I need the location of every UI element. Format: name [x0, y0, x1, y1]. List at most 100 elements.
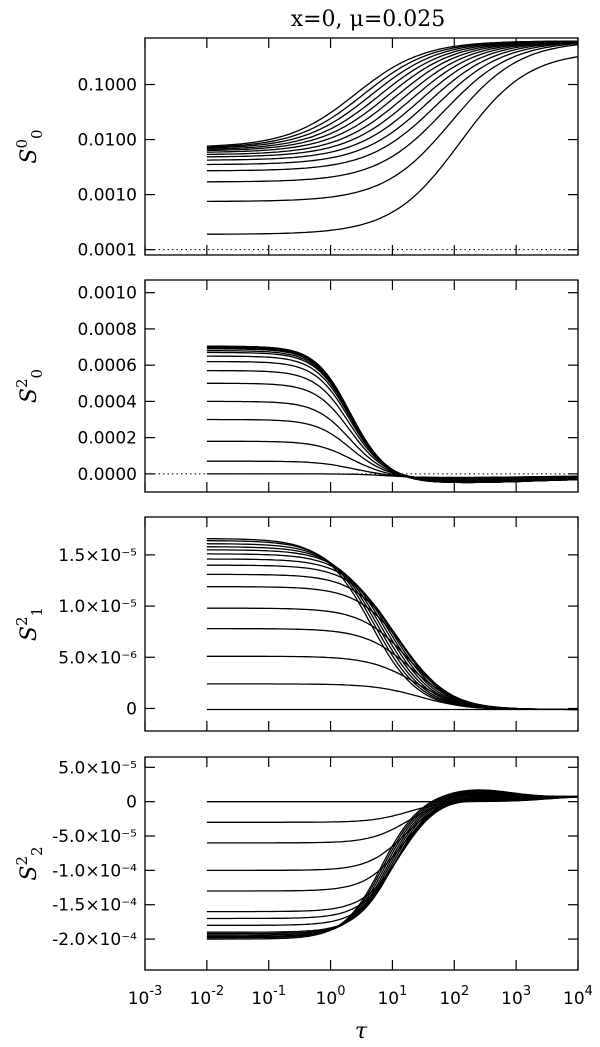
y-axis-label-base: S [17, 149, 42, 164]
series-line [206, 348, 578, 484]
series-line [206, 44, 578, 203]
x-tick-label-base: 10 [377, 989, 399, 1009]
series-line [206, 40, 578, 153]
y-tick-label: 0.0001 [78, 241, 137, 261]
series-line [206, 40, 578, 147]
x-tick-label-exp: 4 [585, 984, 593, 999]
panel-S2_1: 0 5.0×10⁻⁶ 1.0×10⁻⁵ 1.5×10⁻⁵ S21 [13, 516, 579, 732]
series-line [206, 350, 578, 484]
series-line [206, 683, 578, 711]
y-axis-label: S22 [13, 846, 46, 880]
y-axis-label-sub: 2 [28, 846, 46, 856]
series-line [206, 607, 578, 711]
y-axis-label-sup: 2 [13, 378, 31, 388]
panel-S2_2: 5.0×10⁻⁵ 0 -5.0×10⁻⁵ -1.0×10⁻⁴ -1.5×10⁻⁴ -2.0… [13, 756, 579, 971]
y-tick-label: 0.0010 [78, 284, 137, 304]
y-tick-label: 0.0002 [78, 429, 137, 449]
y-axis-label: S20 [13, 369, 46, 403]
series-line [206, 558, 578, 711]
panel-S2_0: 0.0000 0.0002 0.0004 0.0006 0.0008 0.0010 S20 [13, 279, 579, 493]
y-tick-label: -1.5×10⁻⁴ [52, 896, 137, 916]
series-line [206, 41, 578, 158]
series-line [206, 345, 578, 484]
curves [206, 345, 578, 484]
series-line [206, 789, 578, 940]
x-tick-label-base: 10 [439, 989, 461, 1009]
series-line [206, 346, 578, 484]
series-line [206, 543, 578, 711]
y-tick-label: 0.0006 [78, 356, 137, 376]
series-line [206, 796, 578, 844]
x-tick-label-exp: 2 [461, 984, 469, 999]
series-line [206, 400, 578, 481]
series-line [206, 355, 578, 483]
y-tick-label: 0 [126, 699, 137, 719]
x-tick-label-base: 10 [501, 989, 523, 1009]
series-line [206, 382, 578, 481]
plot-frame [144, 37, 579, 256]
series-line [206, 40, 578, 156]
x-tick-label: 104 [563, 984, 593, 1009]
x-tick-label-base: 10 [190, 989, 212, 1009]
x-tick-label-base: 10 [251, 989, 273, 1009]
y-axis-label-base: S [17, 626, 42, 641]
series-line [206, 347, 578, 484]
y-axis-label-sup: 0 [13, 139, 31, 149]
y-axis-label: S00 [13, 129, 46, 163]
y-tick-label: 0.0010 [78, 186, 137, 206]
series-line [206, 41, 578, 161]
y-axis-label-sup: 2 [13, 616, 31, 626]
y-tick-label: 0.0100 [78, 131, 137, 151]
y-tick-label: 0.0004 [78, 392, 137, 412]
y-tick-label: 0 [126, 793, 137, 813]
x-tick-label-exp: 1 [399, 984, 407, 999]
series-line [206, 369, 578, 482]
series-line [206, 655, 578, 711]
series-line [206, 586, 578, 711]
y-tick-label: -5.0×10⁻⁵ [52, 827, 137, 847]
x-tick-label-exp: 0 [337, 984, 345, 999]
series-line [206, 796, 578, 892]
y-axis-label-sub: 0 [28, 369, 46, 379]
series-line [206, 42, 578, 183]
y-tick-label: -1.0×10⁻⁴ [52, 861, 137, 881]
y-tick-label: 0.0008 [78, 320, 137, 340]
x-tick-label: 10-2 [190, 984, 225, 1009]
y-axis-label: S21 [13, 607, 46, 641]
y-tick-label: -2.0×10⁻⁴ [52, 930, 137, 950]
series-line [206, 40, 578, 152]
series-line [206, 56, 578, 235]
curves [206, 40, 578, 235]
y-axis-label-base: S [17, 388, 42, 403]
x-tick-label-exp: 3 [523, 984, 531, 999]
x-tick-label-exp: -3 [149, 984, 162, 999]
plot-frame [144, 279, 579, 493]
x-tick-label-base: 10 [128, 989, 150, 1009]
y-tick-label: 0.1000 [78, 76, 137, 96]
x-tick-label: 102 [439, 984, 469, 1009]
x-tick-label: 10-1 [251, 984, 286, 1009]
plot-frame [144, 516, 579, 732]
curves [206, 538, 578, 711]
y-axis-label-sub: 1 [28, 607, 46, 617]
x-tick-label-exp: -1 [273, 984, 286, 999]
x-tick-label: 103 [501, 984, 531, 1009]
series-line [206, 41, 578, 166]
y-axis-label-base: S [17, 866, 42, 881]
curves [206, 789, 578, 940]
y-axis-label-sub: 0 [28, 129, 46, 139]
series-line [206, 360, 578, 482]
y-tick-label: 0.0000 [78, 465, 137, 485]
y-tick-label: 1.5×10⁻⁵ [58, 546, 137, 566]
figure-title: x=0, μ=0.025 [291, 7, 446, 32]
series-line [206, 42, 578, 172]
series-line [206, 40, 578, 148]
y-tick-label: 5.0×10⁻⁵ [58, 758, 137, 778]
x-tick-label-base: 10 [563, 989, 585, 1009]
x-tick-label-exp: -2 [211, 984, 224, 999]
plot-frame [144, 756, 579, 971]
x-tick-label: 101 [377, 984, 407, 1009]
y-axis-label-sup: 2 [13, 856, 31, 866]
